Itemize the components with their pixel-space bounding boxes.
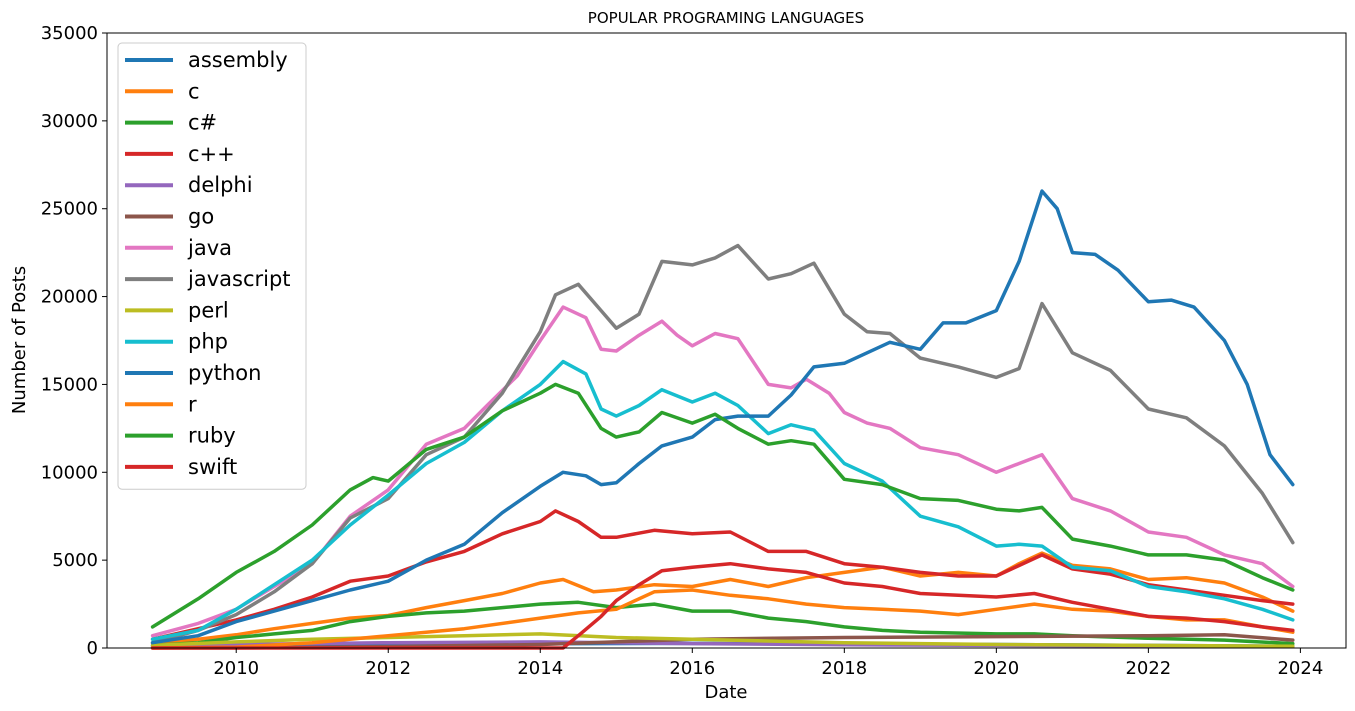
legend-label: perl <box>188 298 229 322</box>
legend-label: delphi <box>188 173 253 197</box>
series-line-javascript <box>150 243 1295 645</box>
series-line-c- <box>150 509 1295 641</box>
legend-label: python <box>188 361 261 385</box>
y-tick-label: 20000 <box>41 287 98 308</box>
legend-label: go <box>188 205 214 229</box>
series-line-c- <box>150 600 1295 648</box>
x-tick-label: 2018 <box>821 658 867 679</box>
y-tick-label: 35000 <box>41 23 98 44</box>
series-line-python <box>150 189 1295 645</box>
legend-label: php <box>188 330 228 354</box>
x-axis: 2010 2012 2014 2016 2018 2020 2022 2024 <box>213 648 1323 679</box>
legend: assembly c c# c++ delphi go java javascript perl… <box>117 42 307 490</box>
series-line-perl <box>150 632 1295 648</box>
legend-label: ruby <box>188 424 236 448</box>
y-tick-label: 0 <box>87 638 98 659</box>
plot-frame <box>106 32 1347 649</box>
x-tick-label: 2014 <box>517 658 563 679</box>
series-layer <box>150 189 1295 650</box>
series-line-php <box>150 359 1295 641</box>
series-line-java <box>150 305 1295 638</box>
legend-label: assembly <box>188 48 288 72</box>
x-tick-label: 2020 <box>973 658 1019 679</box>
legend-label: r <box>188 392 197 416</box>
legend-label: c <box>188 79 200 103</box>
y-axis: 0 5000 10000 15000 20000 25000 30000 35000 <box>41 23 107 659</box>
series-line-ruby <box>150 382 1295 629</box>
y-tick-label: 10000 <box>41 462 98 483</box>
legend-label: c# <box>188 111 217 135</box>
x-tick-label: 2012 <box>365 658 411 679</box>
y-tick-label: 25000 <box>41 199 98 220</box>
legend-label: c++ <box>188 142 235 166</box>
series-line-c <box>150 551 1295 646</box>
x-tick-label: 2016 <box>669 658 715 679</box>
y-tick-label: 30000 <box>41 111 98 132</box>
legend-label: swift <box>188 455 237 479</box>
x-axis-label: Date <box>704 682 747 703</box>
x-tick-label: 2024 <box>1277 658 1323 679</box>
chart-title: POPULAR PROGRAMING LANGUAGES <box>588 9 864 27</box>
x-tick-label: 2022 <box>1125 658 1171 679</box>
y-tick-label: 5000 <box>52 550 98 571</box>
y-axis-label: Number of Posts <box>9 266 30 414</box>
x-tick-label: 2010 <box>213 658 259 679</box>
y-tick-label: 15000 <box>41 374 98 395</box>
legend-label: javascript <box>187 267 291 291</box>
series-line-swift <box>150 561 1295 650</box>
legend-label: java <box>187 236 232 260</box>
